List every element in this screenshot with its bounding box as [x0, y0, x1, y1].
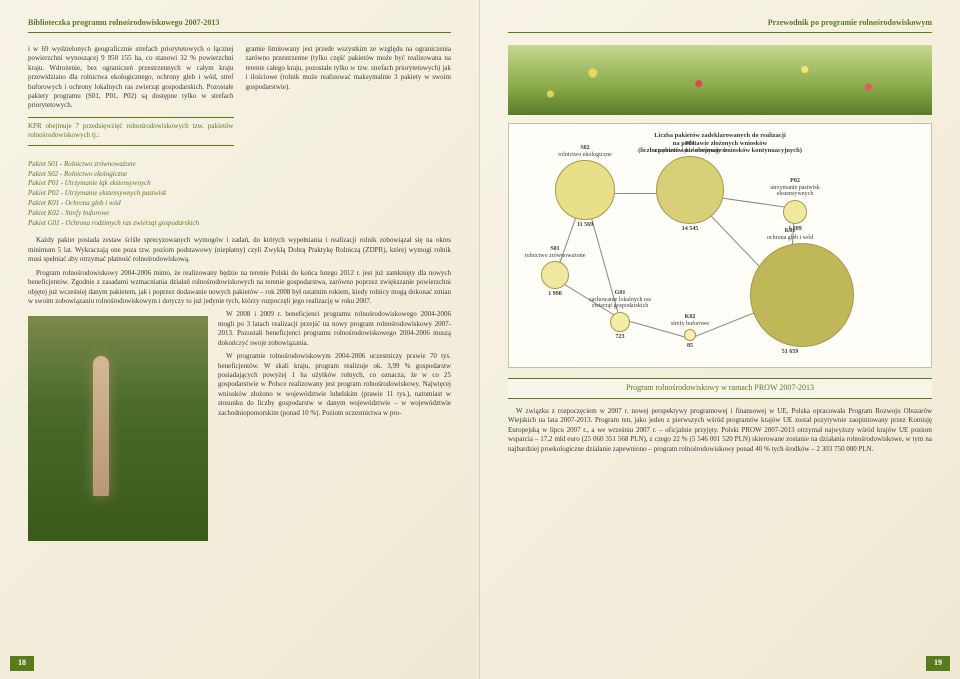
chart-node-G01: G01zachowanie lokalnych ras zwierząt gos…	[580, 290, 660, 340]
node-value: 723	[580, 334, 660, 341]
pakiet-item: Pakiet P01 - Utrzymanie łąk ekstensywnyc…	[28, 179, 451, 189]
plant-photo	[28, 316, 208, 541]
chart-title-1: Liczba pakietów zadeklarowanych do reali…	[515, 132, 925, 140]
node-bubble	[750, 243, 854, 347]
node-label: ochrona gleb i wód	[750, 235, 830, 242]
chart-node-P02: P02utrzymanie pastwisk ekstensywnych1 28…	[755, 178, 835, 232]
node-label: zachowanie lokalnych ras zwierząt gospod…	[580, 297, 660, 310]
node-code: S01	[515, 246, 595, 253]
pakiet-item: Pakiet G01 - Ochrona rodzimych ras zwier…	[28, 219, 451, 229]
node-value: 51 659	[750, 349, 830, 356]
para3: Program rolnośrodowiskowy 2004-2006 mimo…	[28, 269, 451, 307]
chart-node-P01: P01utrzymanie łąk ekstensywnych 14 545	[650, 141, 730, 233]
node-bubble	[555, 160, 615, 220]
pakiet-item: Pakiet P02 - Utrzymanie ekstensywnych pa…	[28, 189, 451, 199]
node-code: P01	[650, 141, 730, 148]
node-bubble	[541, 261, 569, 289]
col-left: i w 69 wydzielonych geograficznie strefa…	[28, 45, 234, 152]
node-code: K02	[650, 314, 730, 321]
node-bubble	[610, 312, 630, 332]
chart-node-K02: K02strefy buforowe 85	[650, 314, 730, 350]
body-text: Każdy pakiet posiada zestaw ściśle sprec…	[28, 236, 451, 418]
node-bubble	[783, 200, 807, 224]
node-value: 14 545	[650, 226, 730, 233]
kpr-box: KPR obejmuje 7 przedsięwzięć rolnośrodow…	[28, 117, 234, 146]
node-label: utrzymanie łąk ekstensywnych	[650, 148, 730, 155]
pakiet-item: Pakiet S02 - Rolnictwo ekologiczne	[28, 170, 451, 180]
node-label: strefy buforowe	[650, 321, 730, 328]
node-value: 11 569	[545, 222, 625, 229]
para2: Każdy pakiet posiada zestaw ściśle sprec…	[28, 236, 451, 264]
node-code: S02	[545, 145, 625, 152]
two-column-top: i w 69 wydzielonych geograficznie strefa…	[28, 45, 451, 152]
pakiet-item: Pakiet K02 - Strefy buforowe	[28, 209, 451, 219]
node-code: G01	[580, 290, 660, 297]
chart-node-K01: K01ochrona gleb i wód 51 659	[750, 228, 830, 356]
program-heading: Program rolnośrodowiskowy w ramach PROW …	[508, 378, 932, 399]
page-number-right: 19	[926, 656, 950, 671]
col-right: gramie limitowany jest przede wszystkim …	[246, 45, 452, 152]
para-left-1b: gramie limitowany jest przede wszystkim …	[246, 45, 452, 92]
page-number-left: 18	[10, 656, 34, 671]
header-right: Przewodnik po programie rolnośrodowiskow…	[508, 18, 932, 33]
chart-node-S02: S02rolnictwo ekologiczne 11 569	[545, 145, 625, 229]
node-label: rolnictwo zrównoważone	[515, 253, 595, 260]
right-para1: W związku z rozpoczęciem w 2007 r. nowej…	[508, 407, 932, 454]
para-left-1a: i w 69 wydzielonych geograficznie strefa…	[28, 45, 234, 111]
node-code: K01	[750, 228, 830, 235]
header-left: Biblioteczka programu rolnośrodowiskoweg…	[28, 18, 451, 33]
node-label: utrzymanie pastwisk ekstensywnych	[755, 185, 835, 198]
node-label: rolnictwo ekologiczne	[545, 152, 625, 159]
node-bubble	[684, 329, 696, 341]
node-value: 85	[650, 343, 730, 350]
page-right: Przewodnik po programie rolnośrodowiskow…	[480, 0, 960, 679]
node-code: P02	[755, 178, 835, 185]
bubble-network-chart: S02rolnictwo ekologiczne11 569P01utrzyma…	[515, 163, 925, 363]
chart-box: Liczba pakietów zadeklarowanych do reali…	[508, 123, 932, 368]
pakiet-list: Pakiet S01 - Rolnictwo zrównoważone Paki…	[28, 160, 451, 229]
page-left: Biblioteczka programu rolnośrodowiskoweg…	[0, 0, 480, 679]
pakiet-item: Pakiet K01 - Ochrona gleb i wód	[28, 199, 451, 209]
pakiet-item: Pakiet S01 - Rolnictwo zrównoważone	[28, 160, 451, 170]
node-bubble	[656, 156, 724, 224]
meadow-photo	[508, 45, 932, 115]
